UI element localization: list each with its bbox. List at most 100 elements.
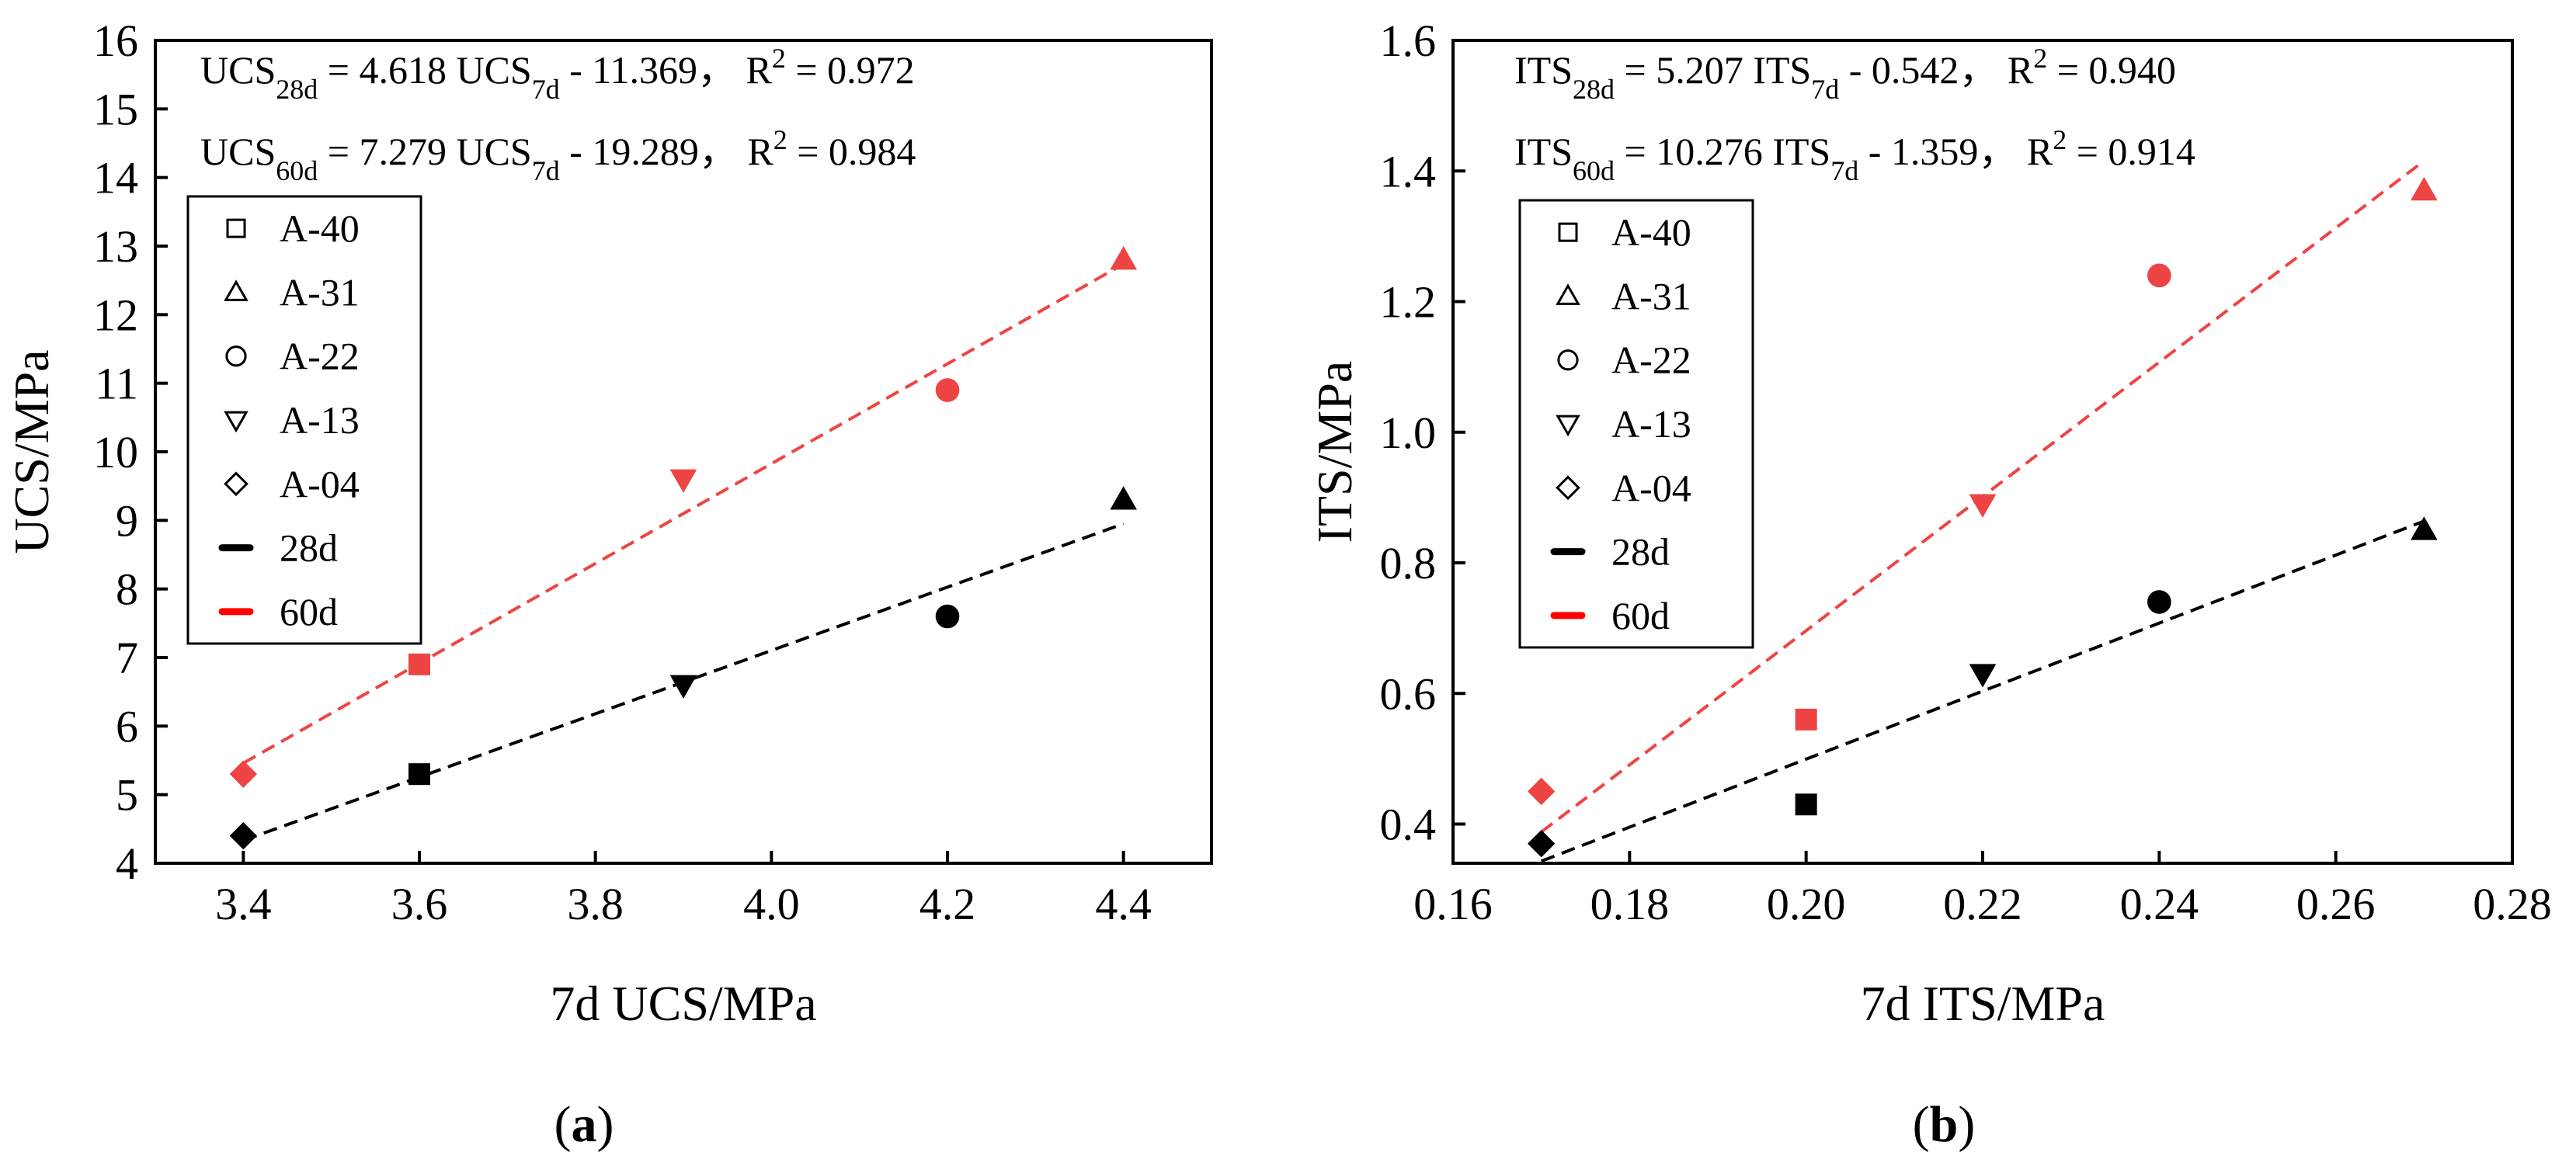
x-tick-label: 0.26 <box>2296 879 2376 929</box>
y-tick-label: 0.8 <box>1380 538 1437 588</box>
y-axis-title: ITS/MPa <box>1307 361 1362 543</box>
eq-text-tail: = 0.984 <box>787 130 916 173</box>
data-point-28d-A-31 <box>2411 516 2438 540</box>
legend-label: A-40 <box>1611 210 1691 254</box>
legend-marker-A-13 <box>1556 415 1580 437</box>
data-point-28d-A-40 <box>408 763 430 786</box>
eq-text-tail: = 0.940 <box>2047 48 2176 92</box>
x-tick-label: 3.6 <box>391 879 448 929</box>
panel-label-letter: a <box>572 1096 597 1153</box>
y-tick-label: 16 <box>93 16 138 66</box>
eq-text-mid: = 5.207 ITS <box>1615 48 1811 92</box>
legend-label: A-31 <box>1611 274 1691 318</box>
eq-text-post: - 11.369， R <box>560 48 773 92</box>
legend-marker-A-04 <box>224 471 249 497</box>
legend-marker-A-22 <box>225 345 247 367</box>
legend-marker-A-31 <box>224 279 249 301</box>
legend-box <box>1518 199 1754 649</box>
eq-text-tail: = 0.914 <box>2067 130 2195 173</box>
legend-label: 28d <box>280 526 338 570</box>
fit-line-60d <box>242 262 1125 765</box>
eq-subscript: 60d <box>1573 155 1615 186</box>
x-tick-label: 3.4 <box>215 879 272 929</box>
y-tick-label: 10 <box>93 427 138 477</box>
data-point-28d-A-22 <box>935 604 960 629</box>
fit-line-28d <box>1540 519 2425 863</box>
panel-a: 3.4 3.6 3.8 4.0 4.2 4.4 4 5 6 7 8 9 10 11 12 13 14 15 16 7d… <box>4 16 1213 1153</box>
regression-equation: ITS28d = 5.207 ITS7d - 0.542， R2 = 0.940 <box>1514 43 2176 105</box>
eq-prefix: ITS <box>1514 48 1573 92</box>
data-point-28d-A-13 <box>669 675 697 699</box>
y-tick-label: 15 <box>93 84 138 134</box>
x-axis: 0.16 0.18 0.20 0.22 0.24 0.26 0.28 <box>1413 851 2552 929</box>
data-point-60d-A-31 <box>2411 176 2438 201</box>
x-tick-label: 4.4 <box>1095 879 1152 929</box>
y-tick-label: 1.6 <box>1380 16 1437 66</box>
data-point-60d-A-04 <box>1528 777 1556 806</box>
data-point-28d-A-40 <box>1795 793 1817 816</box>
y-tick-label: 5 <box>116 770 138 821</box>
y-axis: 0.4 0.6 0.8 1.0 1.2 1.4 1.6 <box>1380 16 1465 850</box>
panel-label-open: ( <box>554 1096 572 1153</box>
data-point-60d-A-40 <box>408 653 430 675</box>
y-tick-label: 1.0 <box>1380 408 1437 458</box>
x-tick-label: 0.18 <box>1590 879 1670 929</box>
legend-label: A-31 <box>280 270 360 314</box>
data-point-60d-A-13 <box>669 469 697 493</box>
data-point-28d-A-13 <box>1969 664 1997 688</box>
data-points <box>229 246 1137 850</box>
x-axis: 3.4 3.6 3.8 4.0 4.2 4.4 <box>215 851 1152 929</box>
x-axis-title: 7d UCS/MPa <box>550 976 816 1031</box>
data-point-28d-A-22 <box>2147 590 2171 614</box>
data-point-60d-A-22 <box>2147 263 2171 288</box>
eq-prefix: UCS <box>200 130 276 173</box>
eq-text-mid: = 7.279 UCS <box>318 130 531 173</box>
regression-equation: ITS60d = 10.276 ITS7d - 1.359， R2 = 0.91… <box>1514 124 2195 186</box>
y-tick-label: 13 <box>93 221 138 272</box>
panel-label: (a) <box>554 1096 614 1153</box>
eq-prefix: ITS <box>1514 130 1573 173</box>
regression-equation: UCS60d = 7.279 UCS7d - 19.289， R2 = 0.98… <box>200 124 916 186</box>
eq-text-post: - 19.289， R <box>560 130 774 173</box>
regression-equation: UCS28d = 4.618 UCS7d - 11.369， R2 = 0.97… <box>200 43 915 105</box>
legend-marker-A-40 <box>1558 222 1578 242</box>
x-tick-label: 0.16 <box>1413 879 1493 929</box>
y-tick-label: 6 <box>116 701 138 751</box>
eq-text-mid: = 4.618 UCS <box>318 48 531 92</box>
legend-label: A-04 <box>280 462 360 505</box>
eq-superscript: 2 <box>772 43 786 74</box>
eq-text-post: - 1.359， R <box>1858 130 2053 173</box>
x-tick-label: 0.22 <box>1943 879 2022 929</box>
eq-superscript: 2 <box>2033 43 2047 74</box>
eq-text-post: - 0.542， R <box>1839 48 2034 92</box>
y-tick-label: 14 <box>93 153 138 203</box>
data-point-60d-A-13 <box>1969 494 1997 518</box>
legend-marker-A-13 <box>224 411 249 433</box>
y-tick-label: 4 <box>116 838 138 889</box>
legend-label: A-13 <box>280 398 360 442</box>
y-axis-title: UCS/MPa <box>4 349 59 554</box>
eq-subscript: 28d <box>1573 74 1615 105</box>
eq-prefix: UCS <box>200 48 276 92</box>
y-tick-label: 11 <box>95 359 138 409</box>
x-tick-label: 0.24 <box>2120 879 2199 929</box>
eq-subscript: 7d <box>532 74 560 105</box>
eq-subscript: 7d <box>1830 155 1858 186</box>
eq-subscript: 7d <box>1811 74 1839 105</box>
x-tick-label: 4.0 <box>743 879 800 929</box>
legend-label: 60d <box>280 590 338 633</box>
x-axis-title: 7d ITS/MPa <box>1861 976 2105 1031</box>
eq-text-tail: = 0.972 <box>786 48 915 92</box>
data-point-60d-A-22 <box>935 378 960 402</box>
panel-label-letter: b <box>1930 1096 1959 1153</box>
data-point-60d-A-04 <box>229 760 257 788</box>
panel-label-open: ( <box>1913 1096 1930 1153</box>
legend: A-40 A-31 A-22 A-13 A-04 28d 60d <box>186 195 422 645</box>
data-point-60d-A-31 <box>1110 246 1137 270</box>
eq-superscript: 2 <box>773 124 787 155</box>
y-tick-label: 7 <box>116 633 138 683</box>
legend-marker-A-40 <box>226 218 246 238</box>
y-tick-label: 1.4 <box>1380 146 1437 196</box>
legend-marker-A-22 <box>1557 349 1579 371</box>
